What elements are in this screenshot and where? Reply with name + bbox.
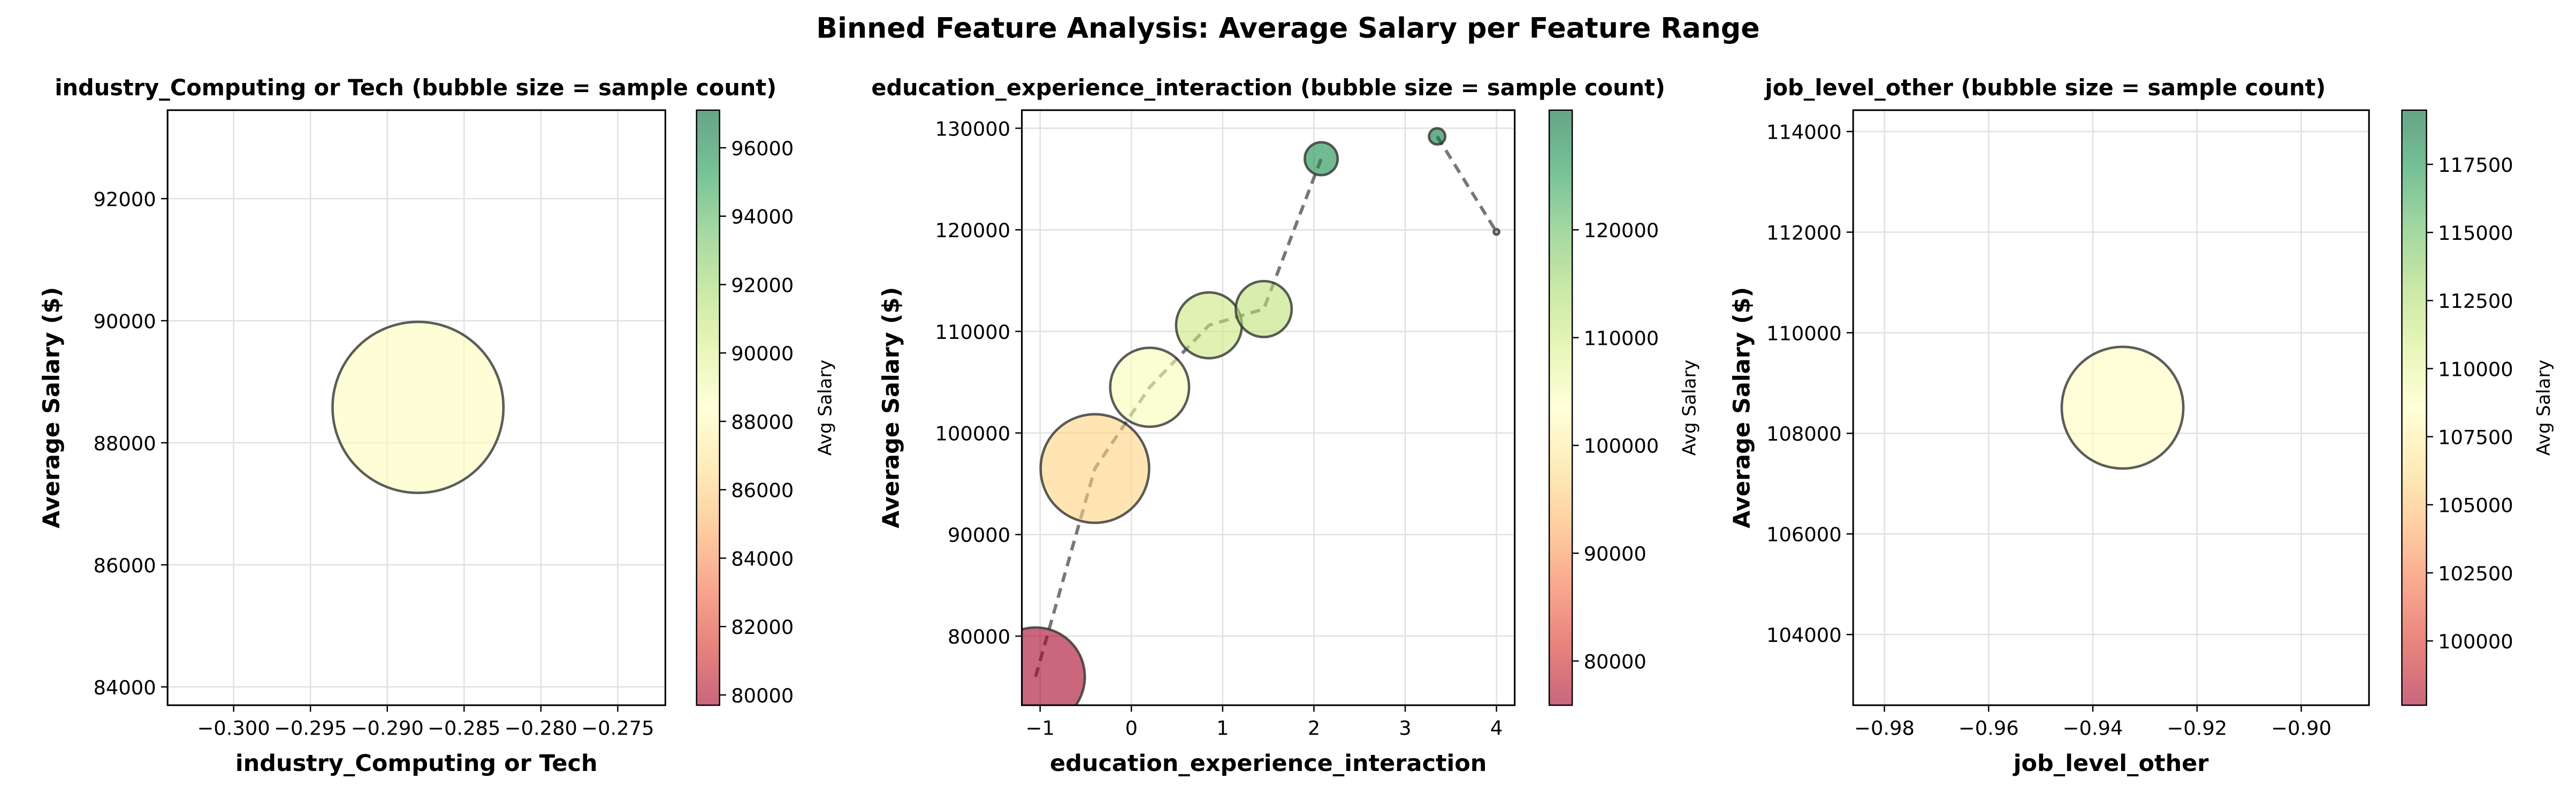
subplot-title: industry_Computing or Tech (bubble size … <box>55 75 776 101</box>
y-tick-label: 114000 <box>1766 121 1842 144</box>
colorbar <box>1548 109 1573 706</box>
x-tick-label: −0.98 <box>1854 716 1915 739</box>
x-tick-label: −0.280 <box>505 716 577 739</box>
x-tick-label: 0 <box>1125 716 1138 739</box>
colorbar-tick-label: 86000 <box>731 479 794 502</box>
x-axis-label: job_level_other <box>2013 750 2209 777</box>
bubble <box>1304 141 1339 177</box>
colorbar-tick-label: 105000 <box>2438 494 2513 517</box>
y-tick-label: 130000 <box>935 117 1011 140</box>
axes-frame <box>166 109 666 706</box>
plot-area <box>331 320 505 494</box>
y-tick-label: 86000 <box>94 554 156 577</box>
plot-area <box>2060 345 2185 470</box>
x-tick-label: −0.275 <box>581 716 654 739</box>
x-tick-label: −0.90 <box>2271 716 2331 739</box>
colorbar-tick-label: 100000 <box>1584 435 1659 458</box>
y-tick-label: 88000 <box>94 432 156 455</box>
y-tick-label: 110000 <box>1766 322 1842 345</box>
axes-frame <box>1021 109 1516 706</box>
colorbar-tick-label: 112500 <box>2438 290 2513 313</box>
plot-area <box>1022 127 1500 706</box>
colorbar-tick-label: 88000 <box>731 411 794 434</box>
subplot-title: job_level_other (bubble size = sample co… <box>1764 75 2326 101</box>
trend-line <box>1034 135 1498 677</box>
colorbar-tick-label: 107500 <box>2438 426 2513 449</box>
subplot-title: education_experience_interaction (bubble… <box>871 75 1665 101</box>
bubble <box>1022 626 1086 706</box>
colorbar-tick-label: 90000 <box>731 342 794 365</box>
bubble <box>1428 127 1447 146</box>
y-axis-label: Average Salary ($) <box>39 287 65 528</box>
colorbar-tick-label: 120000 <box>1584 219 1659 242</box>
colorbar-label: Avg Salary <box>2533 360 2554 456</box>
y-tick-label: 106000 <box>1766 523 1842 546</box>
y-tick-label: 80000 <box>948 625 1010 648</box>
colorbar <box>696 109 720 706</box>
y-tick-label: 104000 <box>1766 624 1842 647</box>
y-axis-label: Average Salary ($) <box>1729 287 1756 528</box>
bubble <box>1039 413 1150 524</box>
x-tick-label: −0.290 <box>351 716 424 739</box>
x-axis-label: industry_Computing or Tech <box>235 750 598 777</box>
x-tick-label: −0.285 <box>428 716 500 739</box>
x-tick-label: 1 <box>1216 716 1229 739</box>
y-axis-label: Average Salary ($) <box>878 287 904 528</box>
y-tick-label: 90000 <box>948 524 1010 547</box>
x-tick-label: −0.92 <box>2167 716 2227 739</box>
colorbar-tick-label: 80000 <box>1584 650 1647 673</box>
x-tick-label: −1 <box>1026 716 1055 739</box>
bubble <box>1492 228 1500 236</box>
colorbar-tick-label: 92000 <box>731 274 794 297</box>
colorbar-tick-label: 90000 <box>1584 542 1647 565</box>
x-axis-label: education_experience_interaction <box>1050 750 1487 777</box>
x-tick-label: 2 <box>1308 716 1320 739</box>
colorbar-tick-label: 117500 <box>2438 154 2513 177</box>
colorbar-tick-label: 84000 <box>731 547 794 570</box>
colorbar-tick-label: 96000 <box>731 137 794 160</box>
colorbar-tick-label: 82000 <box>731 616 794 639</box>
x-tick-label: −0.94 <box>2063 716 2123 739</box>
colorbar-tick-label: 80000 <box>731 684 794 707</box>
colorbar-label: Avg Salary <box>814 360 835 456</box>
x-tick-label: 3 <box>1399 716 1411 739</box>
colorbar-tick-label: 115000 <box>2438 222 2513 245</box>
bubble <box>1234 279 1293 338</box>
figure-title: Binned Feature Analysis: Average Salary … <box>816 13 1759 45</box>
bubble <box>331 320 505 494</box>
axes-frame <box>1852 109 2370 706</box>
x-tick-label: −0.300 <box>197 716 270 739</box>
bubble <box>1175 291 1244 360</box>
y-tick-label: 110000 <box>935 321 1011 344</box>
y-tick-label: 120000 <box>935 219 1011 242</box>
colorbar-tick-label: 110000 <box>2438 358 2513 381</box>
x-tick-label: −0.96 <box>1958 716 2019 739</box>
colorbar-tick-label: 94000 <box>731 206 794 229</box>
y-tick-label: 112000 <box>1766 221 1842 244</box>
colorbar-tick-label: 102500 <box>2438 562 2513 585</box>
y-tick-label: 92000 <box>94 188 156 211</box>
colorbar-tick-label: 110000 <box>1584 327 1659 350</box>
colorbar-label: Avg Salary <box>1679 360 1699 456</box>
x-tick-label: 4 <box>1490 716 1503 739</box>
y-tick-label: 84000 <box>94 676 156 699</box>
x-tick-label: −0.295 <box>274 716 347 739</box>
colorbar <box>2401 109 2427 706</box>
y-tick-label: 90000 <box>94 310 156 333</box>
y-tick-label: 108000 <box>1766 422 1842 445</box>
y-tick-label: 100000 <box>935 422 1011 445</box>
colorbar-tick-label: 100000 <box>2438 630 2513 653</box>
bubble <box>2060 345 2185 470</box>
bubble <box>1109 346 1191 428</box>
